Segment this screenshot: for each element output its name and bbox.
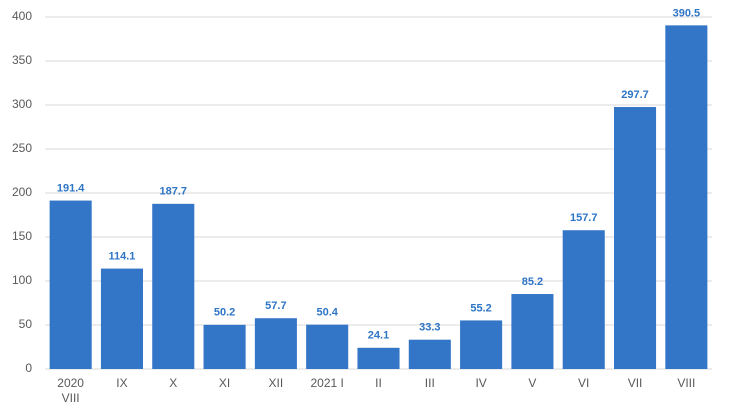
y-tick-label: 350 bbox=[12, 53, 32, 67]
value-label: 390.5 bbox=[673, 7, 701, 19]
x-tick-label: V bbox=[528, 376, 537, 390]
x-tick-label: III bbox=[424, 376, 435, 390]
x-tick-label: IV bbox=[475, 376, 487, 390]
bar bbox=[254, 318, 297, 369]
value-label: 55.2 bbox=[470, 302, 491, 314]
y-tick-label: 250 bbox=[12, 141, 32, 155]
value-label: 33.3 bbox=[419, 322, 440, 334]
bar bbox=[306, 324, 349, 369]
x-tick-label: XI bbox=[218, 376, 231, 390]
y-tick-label: 300 bbox=[12, 97, 32, 111]
bar bbox=[408, 339, 451, 369]
bar bbox=[460, 320, 503, 369]
x-tick-label: II bbox=[375, 376, 382, 390]
y-tick-label: 50 bbox=[19, 317, 33, 331]
y-tick-label: 150 bbox=[12, 229, 32, 243]
bar bbox=[357, 347, 400, 369]
x-tick-label: XII bbox=[268, 376, 284, 390]
value-label: 114.1 bbox=[109, 250, 136, 262]
y-tick-label: 0 bbox=[25, 361, 32, 375]
value-label: 191.4 bbox=[57, 182, 85, 194]
x-tick-label: 2021 I bbox=[310, 376, 344, 390]
bar bbox=[665, 25, 708, 370]
y-tick-label: 200 bbox=[12, 185, 32, 199]
x-tick-label: VI bbox=[578, 376, 590, 390]
x-tick-label: VIII bbox=[677, 376, 696, 390]
y-tick-label: 100 bbox=[12, 273, 32, 287]
value-label: 24.1 bbox=[368, 330, 389, 342]
y-tick-label: 400 bbox=[12, 9, 32, 23]
value-label: 187.7 bbox=[160, 186, 188, 198]
x-tick-label: IX bbox=[116, 376, 128, 390]
bar bbox=[562, 230, 605, 369]
bar bbox=[203, 324, 246, 369]
bar bbox=[511, 294, 554, 369]
bar bbox=[100, 268, 143, 369]
value-label: 57.7 bbox=[265, 300, 286, 312]
value-label: 157.7 bbox=[570, 212, 598, 224]
bar bbox=[152, 203, 195, 369]
value-label: 50.4 bbox=[316, 307, 338, 319]
x-tick-label: VII bbox=[627, 376, 643, 390]
bar bbox=[49, 200, 92, 369]
value-label: 85.2 bbox=[522, 276, 543, 288]
x-tick-label: X bbox=[169, 376, 178, 390]
bar bbox=[614, 107, 657, 370]
x-tick-label: 2020 VIII bbox=[57, 376, 84, 405]
value-label: 50.2 bbox=[214, 307, 235, 319]
value-label: 297.7 bbox=[621, 89, 649, 101]
